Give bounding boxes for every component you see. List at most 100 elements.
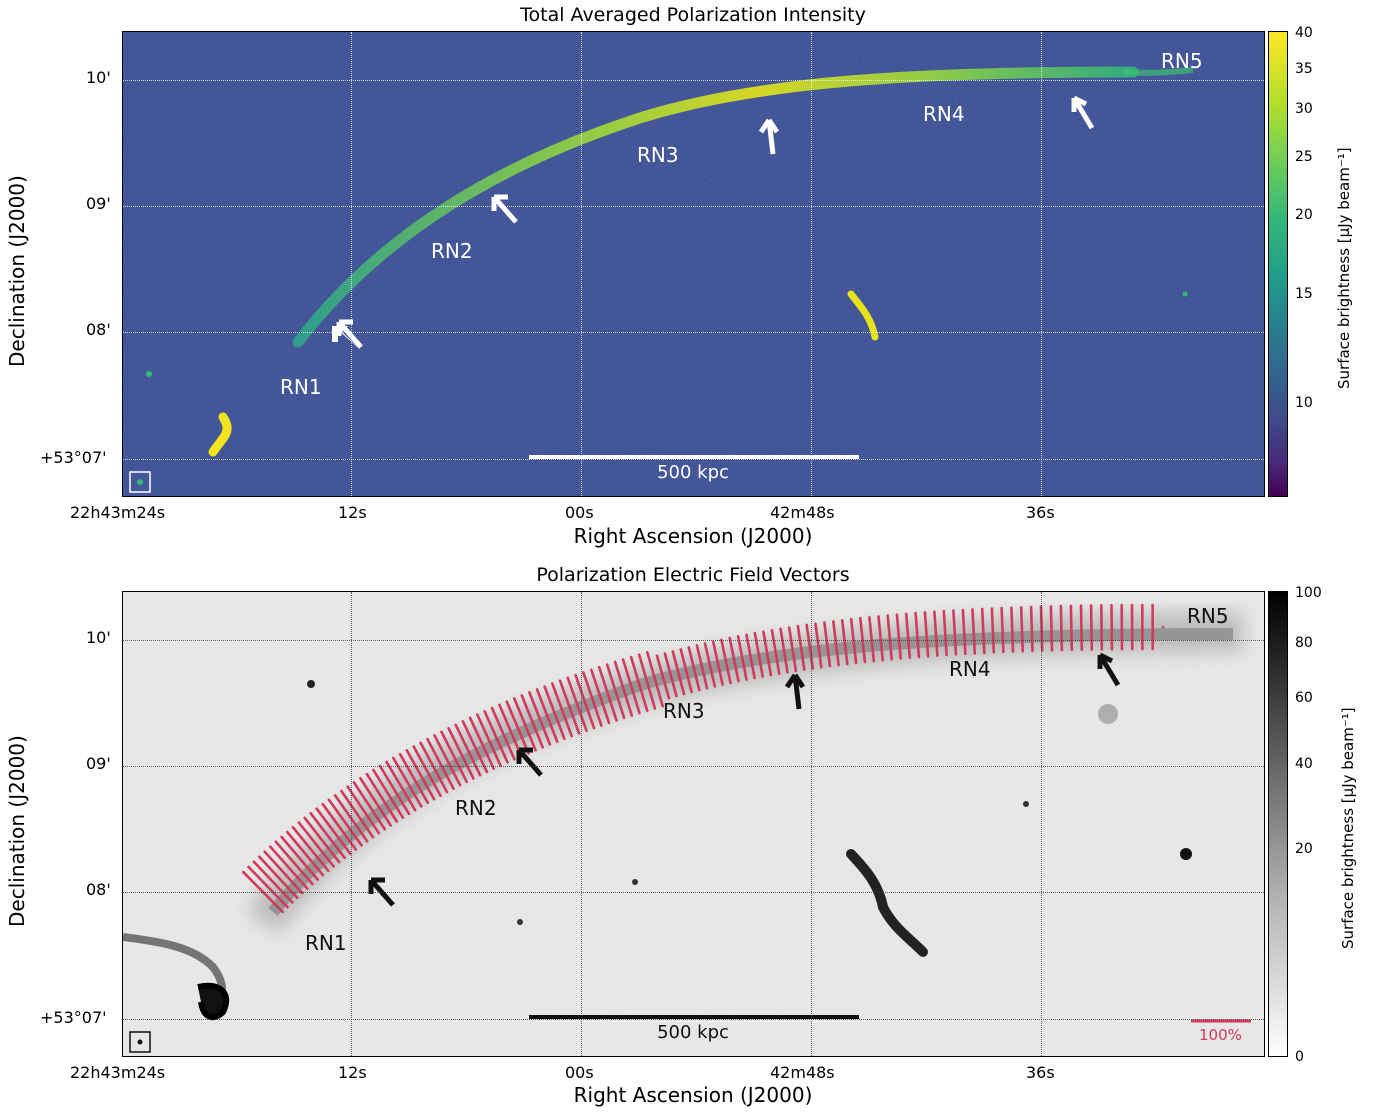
label-rn1-bottom: RN1 [305,931,347,955]
top-panel-title: Total Averaged Polarization Intensity [520,4,866,26]
source-bottom-left [208,412,232,457]
cb-top-tick-30: 30 [1295,101,1313,117]
polarization-vector [923,611,930,658]
ytick-top-07: +53°07' [40,448,107,467]
polarization-vector [895,613,903,660]
polarization-vector [745,633,756,680]
polarization-vector [309,812,346,860]
polarization-vector [346,785,381,835]
polarization-vector [736,635,748,681]
relic-arc-top [292,66,1139,348]
polarization-vector [505,700,530,755]
polarization-vector [498,703,523,758]
ytick-top-08: 08' [86,320,111,339]
polarization-vector [597,665,618,722]
ytick-bottom-10: 10' [86,628,111,647]
polarization-vector [971,608,977,655]
label-rn1-top: RN1 [280,375,322,399]
polarization-vector [405,749,436,801]
polarization-vector [440,730,469,784]
bottom-vector-image: RN1 RN2 RN3 RN4 RN5 500 kpc 100% [122,591,1265,1057]
polarization-vector [321,802,358,851]
bottom-image-svg [123,592,1264,1056]
polarization-vector [762,630,773,677]
tail-galaxy-center [846,849,928,957]
scalebar-label-top: 500 kpc [657,462,729,483]
top-polarization-image: RN1 RN2 RN3 RN4 RN5 500 kpc [122,31,1265,497]
polarization-vector [263,850,304,895]
polarization-vector [980,607,986,655]
polarization-vector [372,768,405,819]
polarization-vector [359,777,393,827]
polarization-vector [840,618,849,666]
cb-top-tick-15: 15 [1295,286,1313,302]
polarization-vector [258,855,299,900]
polarization-vector [1059,604,1064,652]
cb-top-tick-10: 10 [1295,395,1313,411]
scalebar-label-bottom: 500 kpc [657,1022,729,1043]
polarization-vector [779,627,789,674]
polarization-vector [990,607,996,654]
polarization-vector [352,781,387,831]
xtick-top-1: 12s [338,503,367,522]
xtick-top-2: 00s [565,503,594,522]
polarization-vector [291,826,330,873]
polarization-vector [961,608,967,656]
xtick-bottom-0: 22h43m24s [70,1063,166,1082]
label-rn5-bottom: RN5 [1187,604,1229,628]
polarization-vector [419,741,449,794]
polarization-vector [543,685,566,741]
polarization-vector [327,798,363,847]
polarization-vector [461,720,489,774]
cb-top-tick-25: 25 [1295,149,1313,165]
ylabel-bottom: Declination (J2000) [5,735,29,927]
polarization-vector [655,654,671,700]
xtick-top-3: 42m48s [770,503,835,522]
polarization-vector [621,658,641,715]
polarization-vector [613,660,634,717]
polarization-vector [378,764,411,816]
polarization-vector [886,614,894,661]
cb-bottom-tick-80: 80 [1295,635,1313,651]
polarization-vector [528,691,552,746]
polarization-vector [796,624,806,671]
label-rn2-bottom: RN2 [455,796,497,820]
polarization-vector [412,745,442,797]
polarization-vectors [242,603,1165,914]
arrow-icons-bottom [368,652,1121,907]
polarization-vector [904,612,912,659]
polarization-vector [566,676,588,732]
polarization-vector [447,727,475,780]
xtick-bottom-2: 00s [565,1063,594,1082]
cb-top-tick-35: 35 [1295,61,1313,77]
label-rn3-bottom: RN3 [663,699,705,723]
polarization-vector [433,734,462,787]
polarization-vector [605,663,626,720]
label-rn4-top: RN4 [923,102,965,126]
polarization-vector [285,830,325,877]
polarization-vector [645,650,665,708]
polarization-vector [831,620,840,667]
label-rn5-top: RN5 [1161,49,1203,73]
polarization-vector [1029,605,1034,653]
vector-scale-label: 100% [1199,1026,1242,1044]
polarization-vector [1049,605,1054,652]
cb-bottom-tick-60: 60 [1295,690,1313,706]
polarization-vector [877,615,885,662]
polarization-vector [695,644,709,690]
polarization-vector [814,622,823,669]
polarization-vector [558,679,581,735]
polarization-vector [426,737,455,790]
polarization-vector [1010,606,1015,653]
xtick-top-4: 36s [1026,503,1055,522]
polarization-vector [671,650,686,696]
polarization-vector [823,621,832,668]
polarization-vector [520,694,545,749]
polarization-vector [770,628,781,675]
polarization-vector [629,655,649,713]
polarization-vector [315,807,352,855]
cb-top-tick-40: 40 [1295,25,1313,41]
polarization-vector [728,636,740,683]
xtick-bottom-4: 36s [1026,1063,1055,1082]
colorbar-bottom-label: Surface brightness [μJy beam⁻¹] [1339,707,1357,949]
